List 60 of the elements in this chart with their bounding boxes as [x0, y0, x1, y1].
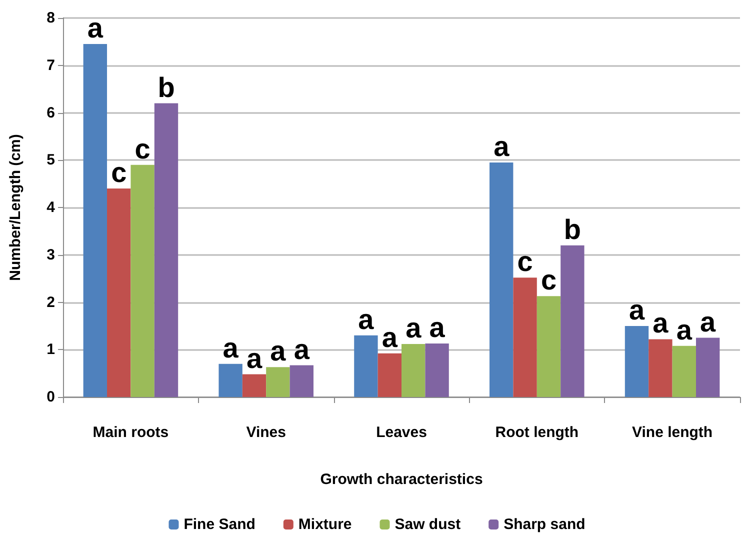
data-label: a: [429, 312, 446, 343]
y-tick-label: 2: [46, 294, 55, 311]
x-tick-label: Vines: [246, 424, 286, 441]
y-tick-label: 8: [46, 10, 55, 26]
data-label: c: [517, 246, 533, 278]
y-tick-label: 0: [46, 388, 55, 406]
y-axis-title: Number/Length (cm): [7, 134, 24, 281]
data-label: a: [294, 334, 310, 365]
x-tick-label: Main roots: [92, 424, 169, 441]
data-label: c: [540, 264, 557, 296]
bar: [648, 339, 672, 397]
bar: [402, 344, 426, 397]
data-label: a: [628, 294, 645, 326]
data-label: a: [358, 304, 374, 335]
y-tick-label: 4: [46, 199, 56, 216]
data-label: b: [158, 72, 175, 103]
bar: [624, 326, 649, 397]
data-label: a: [87, 12, 104, 44]
bar: [490, 162, 514, 397]
bar: [83, 44, 108, 397]
bar: [154, 103, 178, 397]
data-label: a: [246, 342, 262, 374]
y-tick-label: 3: [46, 246, 55, 264]
y-tick-label: 5: [46, 152, 55, 169]
data-label: a: [382, 322, 398, 353]
bar: [696, 338, 720, 397]
x-axis-title: Growth characteristics: [320, 471, 483, 488]
x-tick-label: Vine length: [632, 424, 713, 441]
y-tick-label: 6: [46, 104, 55, 122]
x-tick-label: Leaves: [376, 424, 427, 441]
data-label: a: [652, 308, 669, 339]
bar: [354, 335, 378, 397]
data-label: a: [406, 312, 422, 344]
bar: [560, 245, 584, 397]
data-label: a: [270, 336, 286, 367]
data-label: b: [564, 214, 581, 245]
bar: [536, 296, 561, 397]
x-tick-label: Root length: [495, 424, 579, 441]
data-label: c: [111, 157, 127, 188]
data-label: a: [222, 332, 239, 364]
legend-label: Saw dust: [394, 516, 461, 533]
legend-label: Fine Sand: [184, 516, 256, 533]
data-label: a: [494, 130, 510, 162]
bar: [290, 365, 314, 397]
bar: [242, 374, 266, 397]
data-label: a: [676, 314, 692, 346]
bar: [107, 188, 131, 397]
legend-label: Mixture: [298, 516, 352, 533]
bar: [425, 343, 449, 397]
data-label: a: [700, 306, 716, 338]
data-label: c: [134, 133, 150, 164]
y-tick-label: 7: [46, 56, 55, 74]
legend-label: Sharp sand: [504, 516, 586, 533]
bar: [130, 164, 154, 397]
bar: [672, 346, 696, 397]
bar: [266, 367, 290, 397]
bar: [513, 278, 537, 397]
bar: [378, 353, 402, 397]
y-tick-label: 1: [46, 341, 55, 358]
bar: [218, 364, 242, 397]
